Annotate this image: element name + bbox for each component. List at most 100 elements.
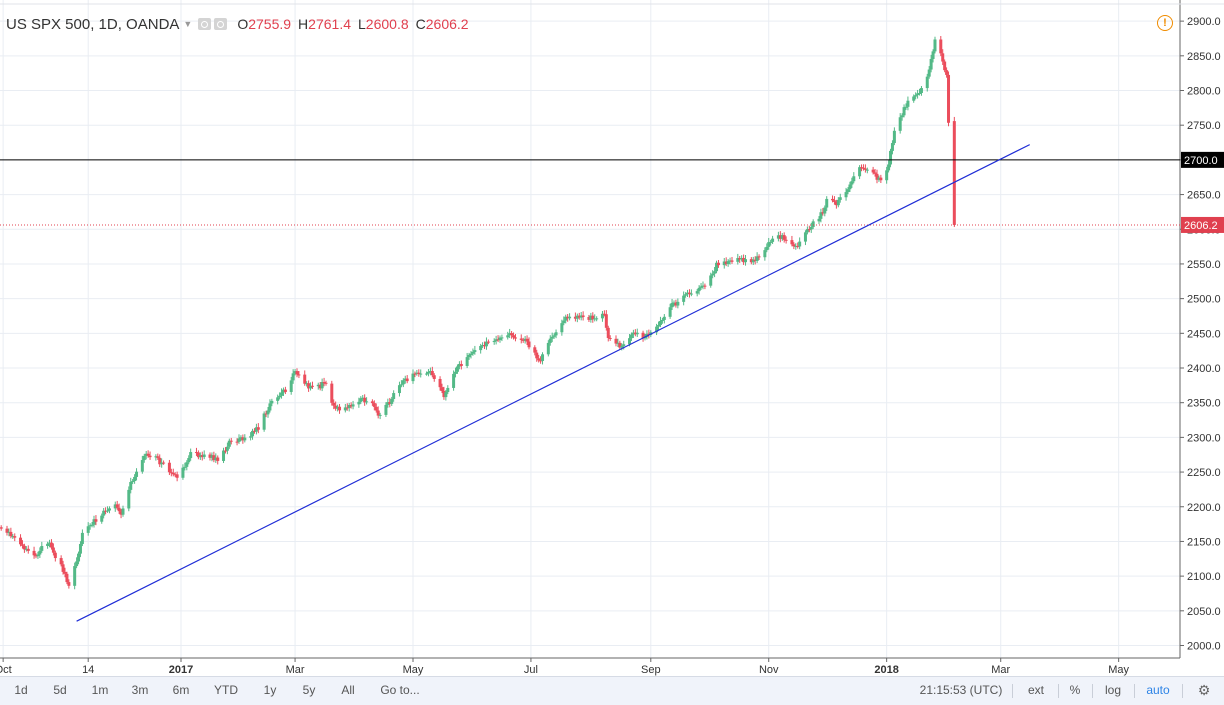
candle-body <box>403 378 407 381</box>
range-1d[interactable]: 1d <box>14 683 28 697</box>
alert-icon[interactable]: ! <box>1157 15 1173 31</box>
candle-body <box>494 339 498 341</box>
candle-body <box>738 258 742 260</box>
range-all[interactable]: All <box>341 683 355 697</box>
candle-body <box>293 371 297 374</box>
symbol-title[interactable]: US SPX 500, 1D, OANDA <box>6 15 180 33</box>
range-1y[interactable]: 1y <box>263 683 277 697</box>
range-5d[interactable]: 5d <box>53 683 67 697</box>
candle-body <box>631 332 635 335</box>
candle-body <box>444 392 448 398</box>
candle-body <box>753 259 757 262</box>
candle-body <box>647 333 651 336</box>
candle-body <box>724 261 728 265</box>
candle-body <box>889 150 893 165</box>
candle-body <box>686 292 690 295</box>
candle-body <box>792 244 796 247</box>
range-ytd[interactable]: YTD <box>214 683 238 697</box>
candle-body <box>7 531 11 533</box>
candle-body <box>809 227 813 230</box>
candle-body <box>655 326 659 333</box>
candle-body <box>564 316 568 321</box>
visibility-icon[interactable] <box>198 18 212 30</box>
candle-body <box>929 58 933 70</box>
settings-small-icon[interactable] <box>214 18 228 30</box>
candle-body <box>316 384 320 387</box>
candle-body <box>836 199 840 206</box>
candle-body <box>142 455 146 461</box>
candle-body <box>185 462 189 467</box>
candle-body <box>384 404 388 415</box>
x-tick-label: Sep <box>641 664 661 676</box>
candle-body <box>825 198 829 208</box>
candle-body <box>212 455 216 461</box>
candle-body <box>343 407 347 411</box>
candle-body <box>251 430 255 437</box>
price-chart[interactable]: 2000.0 2050.0 2100.0 2150.0 2200.0 2250.0 2300… <box>0 0 1224 676</box>
percent-toggle[interactable]: % <box>1069 683 1081 697</box>
candle-body <box>682 295 686 302</box>
candle-body <box>904 106 908 108</box>
candle-body <box>61 564 65 572</box>
ext-toggle[interactable]: ext <box>1027 683 1044 697</box>
gear-icon[interactable]: ⚙ <box>1197 682 1211 698</box>
candle-body <box>5 528 9 533</box>
candle-body <box>419 373 423 375</box>
candle-body <box>662 316 666 320</box>
candle-body <box>388 402 392 404</box>
candle-body <box>941 53 945 62</box>
candle-body <box>697 287 701 292</box>
candle-body <box>229 440 233 442</box>
range-1m[interactable]: 1m <box>91 683 109 697</box>
candle-body <box>945 70 949 75</box>
candle-body <box>919 88 923 94</box>
candle-body <box>48 542 52 544</box>
candles <box>0 36 956 590</box>
candle-body <box>716 262 720 266</box>
candle-body <box>46 543 50 547</box>
candle-body <box>80 532 84 544</box>
candle-body <box>798 241 802 247</box>
grid <box>0 0 1180 658</box>
candle-body <box>374 406 378 411</box>
candle-body <box>831 198 835 201</box>
candle-body <box>606 327 610 338</box>
candle-body <box>848 184 852 190</box>
range-3m[interactable]: 3m <box>131 683 149 697</box>
candle-body <box>129 481 133 490</box>
auto-toggle[interactable]: auto <box>1146 683 1170 697</box>
candle-body <box>40 546 44 551</box>
candle-body <box>803 232 807 242</box>
candle-body <box>154 456 158 458</box>
candle-body <box>484 341 488 347</box>
candle-body <box>59 558 63 565</box>
candle-body <box>873 172 877 174</box>
candle-body <box>216 457 220 461</box>
candle-body <box>452 373 456 388</box>
candle-body <box>676 301 680 306</box>
candle-body <box>749 259 753 263</box>
candle-body <box>595 318 599 320</box>
range-5y[interactable]: 5y <box>302 683 316 697</box>
candle-body <box>620 346 624 348</box>
chevron-down-icon[interactable]: ▼ <box>183 19 193 29</box>
candle-body <box>235 441 239 443</box>
y-tick-label: 2150.0 <box>1187 536 1221 548</box>
candle-body <box>428 370 432 372</box>
candle-body <box>492 340 496 343</box>
candle-body <box>715 262 719 272</box>
candle-body <box>832 200 836 202</box>
candle-body <box>838 197 842 200</box>
log-toggle[interactable]: log <box>1104 683 1121 697</box>
candle-body <box>608 337 612 339</box>
range-6m[interactable]: 6m <box>172 683 190 697</box>
candle-body <box>865 169 869 171</box>
candle-body <box>483 345 487 347</box>
candle-body <box>256 427 260 430</box>
goto-button[interactable]: Go to... <box>380 683 420 697</box>
candle-body <box>898 117 902 131</box>
candle-body <box>506 335 510 338</box>
candle-body <box>26 548 30 551</box>
candle-body <box>106 510 110 512</box>
candle-body <box>310 385 314 387</box>
